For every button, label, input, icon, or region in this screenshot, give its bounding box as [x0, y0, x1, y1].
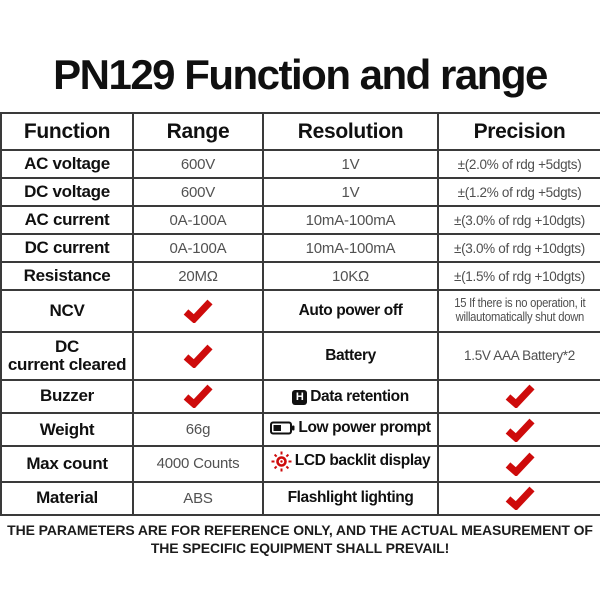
header-precision: Precision	[437, 112, 600, 151]
range-cell	[132, 378, 264, 415]
resolution-cell: 10KΩ	[262, 261, 439, 292]
precision-cell	[437, 445, 600, 483]
table-row: Buzzer H Data retention	[0, 378, 600, 415]
range-cell: 600V	[132, 177, 264, 208]
precision-cell	[437, 412, 600, 448]
precision-cell: ±(1.2% of rdg +5dgts)	[437, 177, 600, 208]
precision-cell: ±(3.0% of rdg +10dgts)	[437, 205, 600, 236]
table-row: Resistance 20MΩ 10KΩ ±(1.5% of rdg +10dg…	[0, 261, 600, 292]
table-row: AC voltage 600V 1V ±(2.0% of rdg +5dgts)	[0, 148, 600, 180]
resolution-cell: 10mA-100mA	[262, 233, 439, 264]
page-title: PN129 Function and range	[53, 51, 548, 98]
function-cell: Buzzer	[0, 378, 134, 415]
resolution-cell: H Data retention	[262, 378, 439, 415]
range-cell	[132, 330, 264, 381]
table-row: DC current cleared Battery 1.5V AAA Batt…	[0, 330, 600, 381]
table-row: Max count 4000 Counts LCD backlit displa…	[0, 445, 600, 483]
function-cell: Material	[0, 480, 134, 517]
resolution-cell: 1V	[262, 148, 439, 180]
range-cell: 4000 Counts	[132, 445, 264, 483]
table-row: DC current 0A-100A 10mA-100mA ±(3.0% of …	[0, 233, 600, 264]
function-cell: Max count	[0, 445, 134, 483]
table-row: Material ABS Flashlight lighting	[0, 480, 600, 517]
range-cell: 20MΩ	[132, 261, 264, 292]
range-cell: 600V	[132, 148, 264, 180]
function-cell: Weight	[0, 412, 134, 448]
table-header-row: Function Range Resolution Precision	[0, 112, 600, 151]
header-resolution: Resolution	[262, 112, 439, 151]
check-icon	[183, 299, 213, 324]
resolution-cell: 10mA-100mA	[262, 205, 439, 236]
header-range: Range	[132, 112, 264, 151]
range-cell: 0A-100A	[132, 233, 264, 264]
function-cell: AC current	[0, 205, 134, 236]
precision-cell: ±(1.5% of rdg +10dgts)	[437, 261, 600, 292]
function-cell: DC voltage	[0, 177, 134, 208]
table-row: Weight 66g Low power prompt	[0, 412, 600, 448]
data-hold-icon: H	[292, 389, 308, 405]
precision-cell	[437, 378, 600, 415]
range-cell: ABS	[132, 480, 264, 517]
precision-cell: 15 If there is no operation, it willauto…	[437, 289, 600, 333]
precision-cell	[437, 480, 600, 517]
check-icon	[183, 385, 213, 409]
resolution-cell: 1V	[262, 177, 439, 208]
check-icon	[505, 418, 535, 442]
check-icon	[505, 452, 535, 476]
function-cell: Resistance	[0, 261, 134, 292]
function-cell: AC voltage	[0, 148, 134, 180]
range-cell: 66g	[132, 412, 264, 448]
resolution-cell: Battery	[262, 330, 439, 381]
spec-table: Function Range Resolution Precision AC v…	[0, 112, 600, 517]
check-icon	[183, 344, 213, 368]
resolution-cell: Flashlight lighting	[262, 480, 439, 517]
resolution-cell: Low power prompt	[262, 412, 439, 448]
resolution-cell: LCD backlit display	[262, 445, 439, 483]
check-icon	[505, 487, 535, 511]
backlight-icon	[271, 451, 292, 472]
disclaimer-text: THE PARAMETERS ARE FOR REFERENCE ONLY, A…	[7, 522, 593, 557]
range-cell	[132, 289, 264, 333]
precision-cell: ±(3.0% of rdg +10dgts)	[437, 233, 600, 264]
resolution-cell: Auto power off	[262, 289, 439, 333]
check-icon	[505, 385, 535, 409]
table-row: NCV Auto power off 15 If there is no ope…	[0, 289, 600, 333]
table-row: AC current 0A-100A 10mA-100mA ±(3.0% of …	[0, 205, 600, 236]
function-cell: DC current cleared	[0, 330, 134, 381]
range-cell: 0A-100A	[132, 205, 264, 236]
precision-cell: 1.5V AAA Battery*2	[437, 330, 600, 381]
function-cell: NCV	[0, 289, 134, 333]
table-row: DC voltage 600V 1V ±(1.2% of rdg +5dgts)	[0, 177, 600, 208]
low-battery-icon	[270, 421, 295, 435]
header-function: Function	[0, 112, 134, 151]
function-cell: DC current	[0, 233, 134, 264]
precision-cell: ±(2.0% of rdg +5dgts)	[437, 148, 600, 180]
